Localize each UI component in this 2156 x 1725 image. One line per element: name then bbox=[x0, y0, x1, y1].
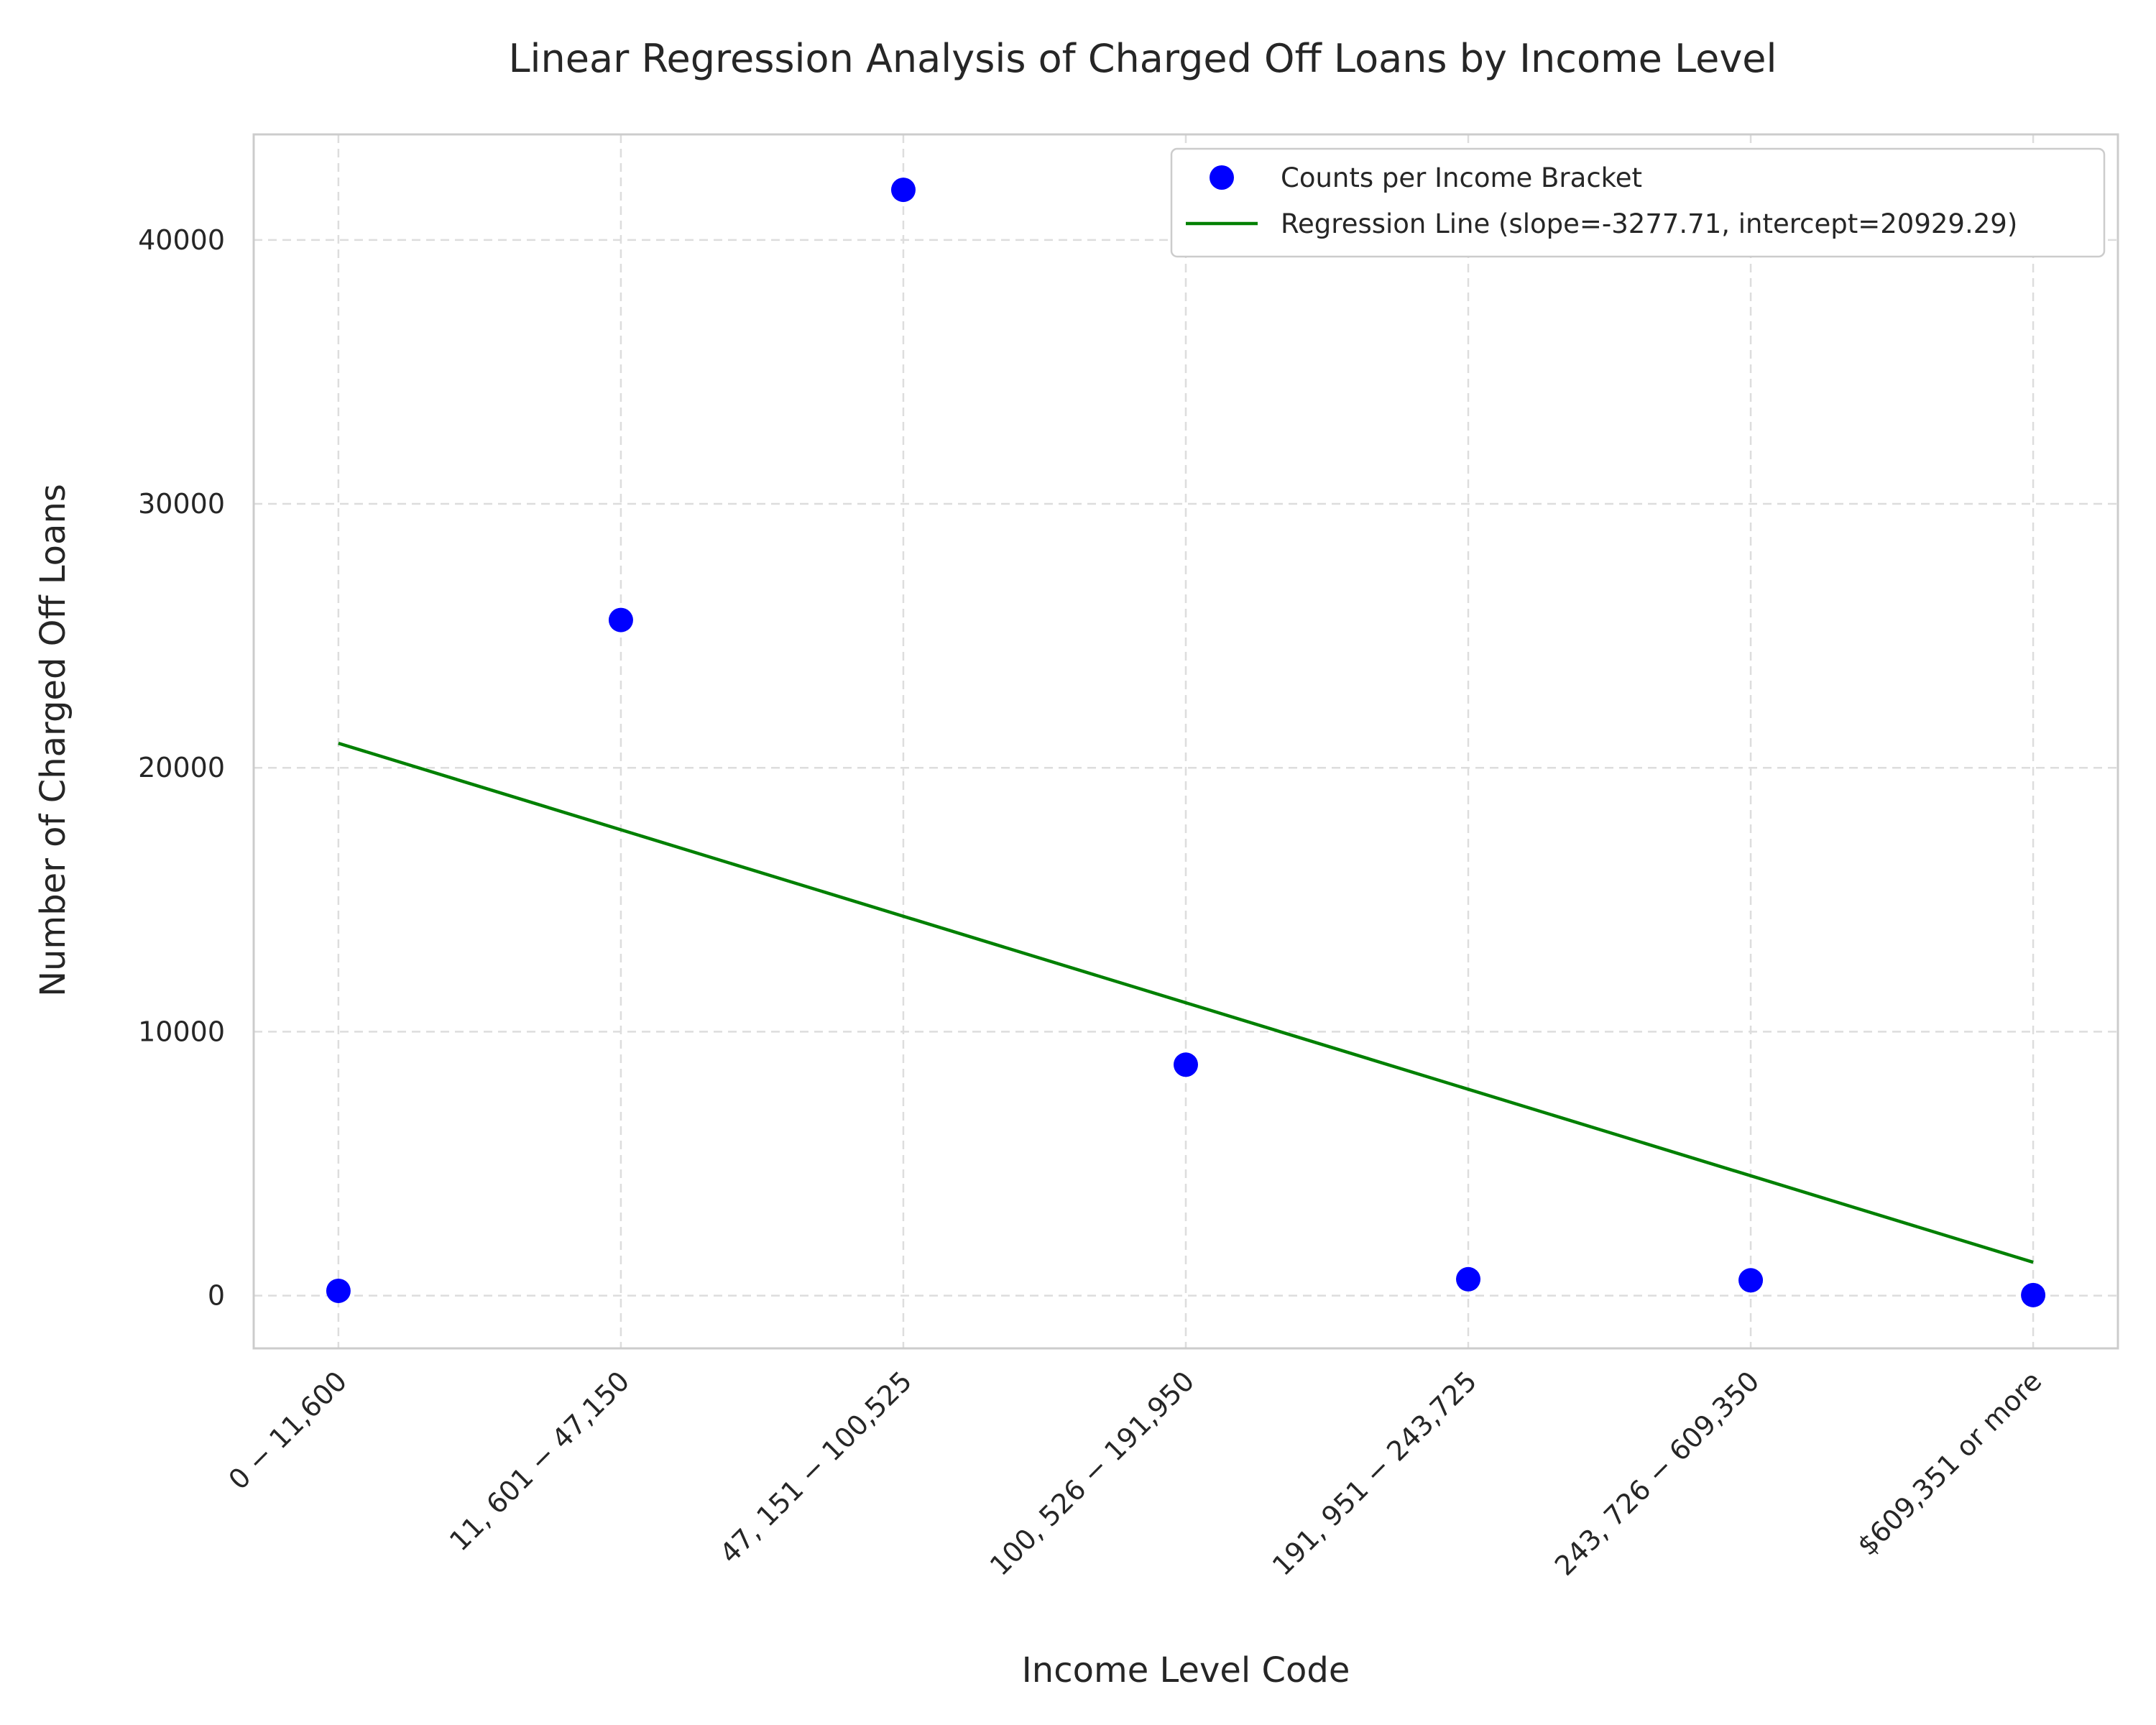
y-tick-labels: 0 10000 20000 30000 40000 bbox=[138, 224, 225, 1312]
y-tick-label: 30000 bbox=[138, 488, 225, 520]
legend-label-scatter: Counts per Income Bracket bbox=[1281, 162, 1642, 193]
legend-label-line: Regression Line (slope=-3277.71, interce… bbox=[1281, 208, 2017, 239]
regression-line-layer bbox=[338, 741, 2034, 1264]
data-point bbox=[1738, 1268, 1764, 1293]
data-point bbox=[1456, 1266, 1481, 1292]
data-point bbox=[608, 607, 633, 632]
regression-line bbox=[338, 741, 2034, 1264]
legend-box bbox=[1170, 147, 2106, 258]
legend-scatter-marker bbox=[1210, 165, 1234, 190]
chart-title: Linear Regression Analysis of Charged Of… bbox=[508, 36, 1777, 81]
y-tick-label: 10000 bbox=[138, 1016, 225, 1047]
legend: Counts per Income Bracket Regression Lin… bbox=[1170, 147, 2106, 258]
data-point bbox=[2021, 1282, 2046, 1307]
data-point bbox=[326, 1278, 351, 1303]
data-point bbox=[890, 178, 916, 203]
y-tick-label: 40000 bbox=[138, 224, 225, 256]
scatter-points bbox=[326, 178, 2046, 1307]
data-point bbox=[1174, 1052, 1198, 1077]
plot-frame bbox=[252, 133, 2119, 1350]
y-tick-label: 20000 bbox=[138, 752, 225, 783]
y-axis-label: Number of Charged Off Loans bbox=[33, 484, 73, 997]
x-axis-label: Income Level Code bbox=[1022, 1650, 1350, 1690]
y-tick-label: 0 bbox=[208, 1280, 225, 1312]
